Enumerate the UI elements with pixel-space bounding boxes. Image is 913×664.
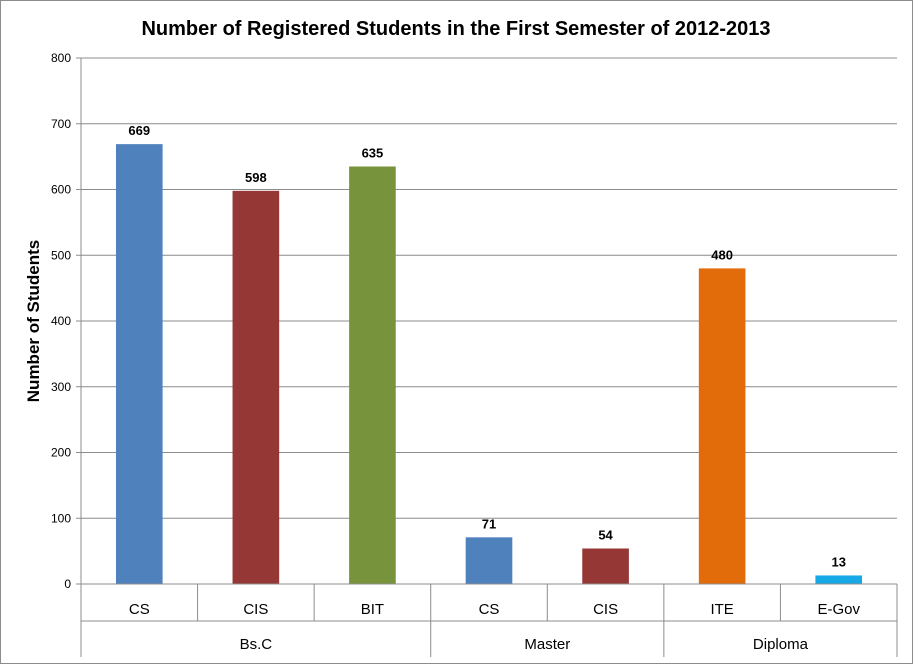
group-label: Master [524,636,570,653]
bar [115,144,163,584]
y-tick-label: 200 [51,446,71,460]
y-tick-label: 600 [51,183,71,197]
bar [815,575,863,584]
y-tick-label: 300 [51,380,71,394]
x-tick-label: CIS [593,601,618,618]
data-label: 635 [362,145,384,160]
labels: 0 100 200 300 400 500 600 700 800 669 CS 598 CIS 635 B… [51,51,860,653]
group-label: Bs.C [240,636,273,653]
y-tick-label: 400 [51,314,71,328]
y-tick-label: 700 [51,117,71,131]
data-label: 669 [128,123,150,138]
x-tick-label: ITE [710,601,733,618]
bar [465,537,513,584]
data-label: 480 [711,247,733,262]
gridlines [81,57,897,585]
x-tick-label: CS [129,601,150,618]
bar [582,548,629,584]
y-tick-label: 800 [51,51,71,65]
x-tick-label: E-Gov [817,601,860,618]
bar [349,166,396,585]
group-label: Diploma [753,636,809,653]
bars [115,144,863,585]
y-tick-label: 0 [64,577,71,591]
x-tick-label: CS [479,601,500,618]
axes [76,57,898,657]
data-label: 71 [482,516,496,531]
data-label: 598 [245,170,267,185]
bar [232,190,280,584]
chart-title: Number of Registered Students in the Fir… [141,18,770,40]
y-tick-label: 500 [51,248,71,262]
bar [698,268,746,584]
x-tick-label: CIS [243,601,268,618]
y-axis-label: Number of Students [24,240,43,402]
data-label: 13 [831,554,845,569]
x-tick-label: BIT [361,601,384,618]
data-label: 54 [598,527,613,542]
y-tick-label: 100 [51,511,71,525]
